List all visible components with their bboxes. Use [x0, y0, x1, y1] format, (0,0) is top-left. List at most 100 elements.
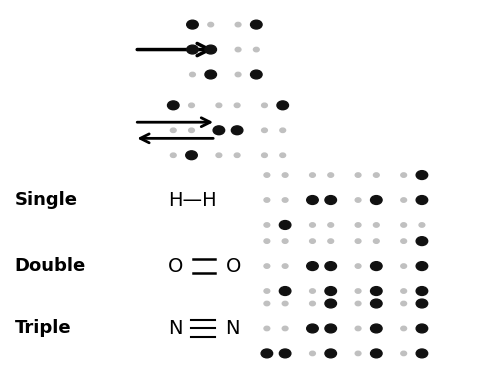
Circle shape	[279, 287, 291, 295]
Circle shape	[416, 299, 428, 308]
Circle shape	[264, 239, 270, 243]
Circle shape	[355, 351, 361, 356]
Circle shape	[419, 223, 425, 227]
Circle shape	[170, 128, 176, 132]
Circle shape	[328, 223, 334, 227]
Circle shape	[264, 301, 270, 306]
Circle shape	[261, 349, 273, 358]
Circle shape	[416, 171, 428, 179]
Circle shape	[216, 103, 222, 108]
Circle shape	[355, 239, 361, 243]
Circle shape	[416, 237, 428, 246]
Circle shape	[205, 70, 216, 79]
Circle shape	[231, 126, 243, 135]
Circle shape	[205, 45, 216, 54]
Text: O: O	[168, 257, 183, 276]
Circle shape	[310, 289, 315, 293]
Circle shape	[325, 287, 336, 295]
Circle shape	[371, 262, 382, 270]
Circle shape	[234, 153, 240, 157]
Circle shape	[187, 45, 198, 54]
Circle shape	[328, 173, 334, 177]
Circle shape	[264, 223, 270, 227]
Circle shape	[401, 264, 407, 268]
Circle shape	[264, 326, 270, 331]
Circle shape	[282, 239, 288, 243]
Circle shape	[355, 198, 361, 202]
Circle shape	[355, 223, 361, 227]
Text: O: O	[226, 257, 241, 276]
Circle shape	[401, 326, 407, 331]
Circle shape	[310, 173, 315, 177]
Circle shape	[355, 301, 361, 306]
Circle shape	[310, 351, 315, 356]
Circle shape	[280, 153, 286, 157]
Circle shape	[280, 128, 286, 132]
Circle shape	[310, 301, 315, 306]
Circle shape	[371, 299, 382, 308]
Circle shape	[416, 324, 428, 333]
Circle shape	[264, 173, 270, 177]
Circle shape	[310, 223, 315, 227]
Circle shape	[401, 198, 407, 202]
Circle shape	[282, 198, 288, 202]
Circle shape	[416, 349, 428, 358]
Circle shape	[371, 349, 382, 358]
Circle shape	[264, 198, 270, 202]
Text: Triple: Triple	[14, 319, 71, 338]
Circle shape	[251, 70, 262, 79]
Circle shape	[262, 128, 267, 132]
Circle shape	[235, 72, 241, 77]
Text: H—H: H—H	[168, 190, 216, 210]
Circle shape	[307, 196, 318, 204]
Circle shape	[401, 289, 407, 293]
Circle shape	[170, 153, 176, 157]
Circle shape	[401, 301, 407, 306]
Circle shape	[216, 153, 222, 157]
Circle shape	[328, 239, 334, 243]
Circle shape	[277, 101, 288, 110]
Circle shape	[208, 22, 214, 27]
Circle shape	[373, 223, 379, 227]
Circle shape	[325, 196, 336, 204]
Circle shape	[373, 173, 379, 177]
Circle shape	[264, 289, 270, 293]
Circle shape	[401, 351, 407, 356]
Circle shape	[401, 173, 407, 177]
Circle shape	[282, 301, 288, 306]
Circle shape	[282, 173, 288, 177]
Circle shape	[279, 221, 291, 229]
Circle shape	[355, 326, 361, 331]
Circle shape	[325, 262, 336, 270]
Circle shape	[401, 223, 407, 227]
Text: N: N	[168, 319, 182, 338]
Circle shape	[262, 103, 267, 108]
Circle shape	[189, 128, 194, 132]
Circle shape	[186, 151, 197, 160]
Circle shape	[251, 20, 262, 29]
Circle shape	[307, 262, 318, 270]
Circle shape	[189, 103, 194, 108]
Circle shape	[355, 289, 361, 293]
Circle shape	[355, 264, 361, 268]
Circle shape	[310, 239, 315, 243]
Circle shape	[234, 103, 240, 108]
Circle shape	[373, 239, 379, 243]
Circle shape	[307, 324, 318, 333]
Circle shape	[416, 287, 428, 295]
Circle shape	[371, 287, 382, 295]
Circle shape	[279, 349, 291, 358]
Text: Double: Double	[14, 257, 85, 275]
Text: Single: Single	[14, 191, 77, 209]
Circle shape	[253, 47, 259, 52]
Circle shape	[355, 173, 361, 177]
Circle shape	[264, 264, 270, 268]
Circle shape	[168, 101, 179, 110]
Circle shape	[213, 126, 225, 135]
Text: N: N	[226, 319, 240, 338]
Circle shape	[416, 262, 428, 270]
Circle shape	[262, 153, 267, 157]
Circle shape	[235, 22, 241, 27]
Circle shape	[190, 72, 195, 77]
Circle shape	[416, 196, 428, 204]
